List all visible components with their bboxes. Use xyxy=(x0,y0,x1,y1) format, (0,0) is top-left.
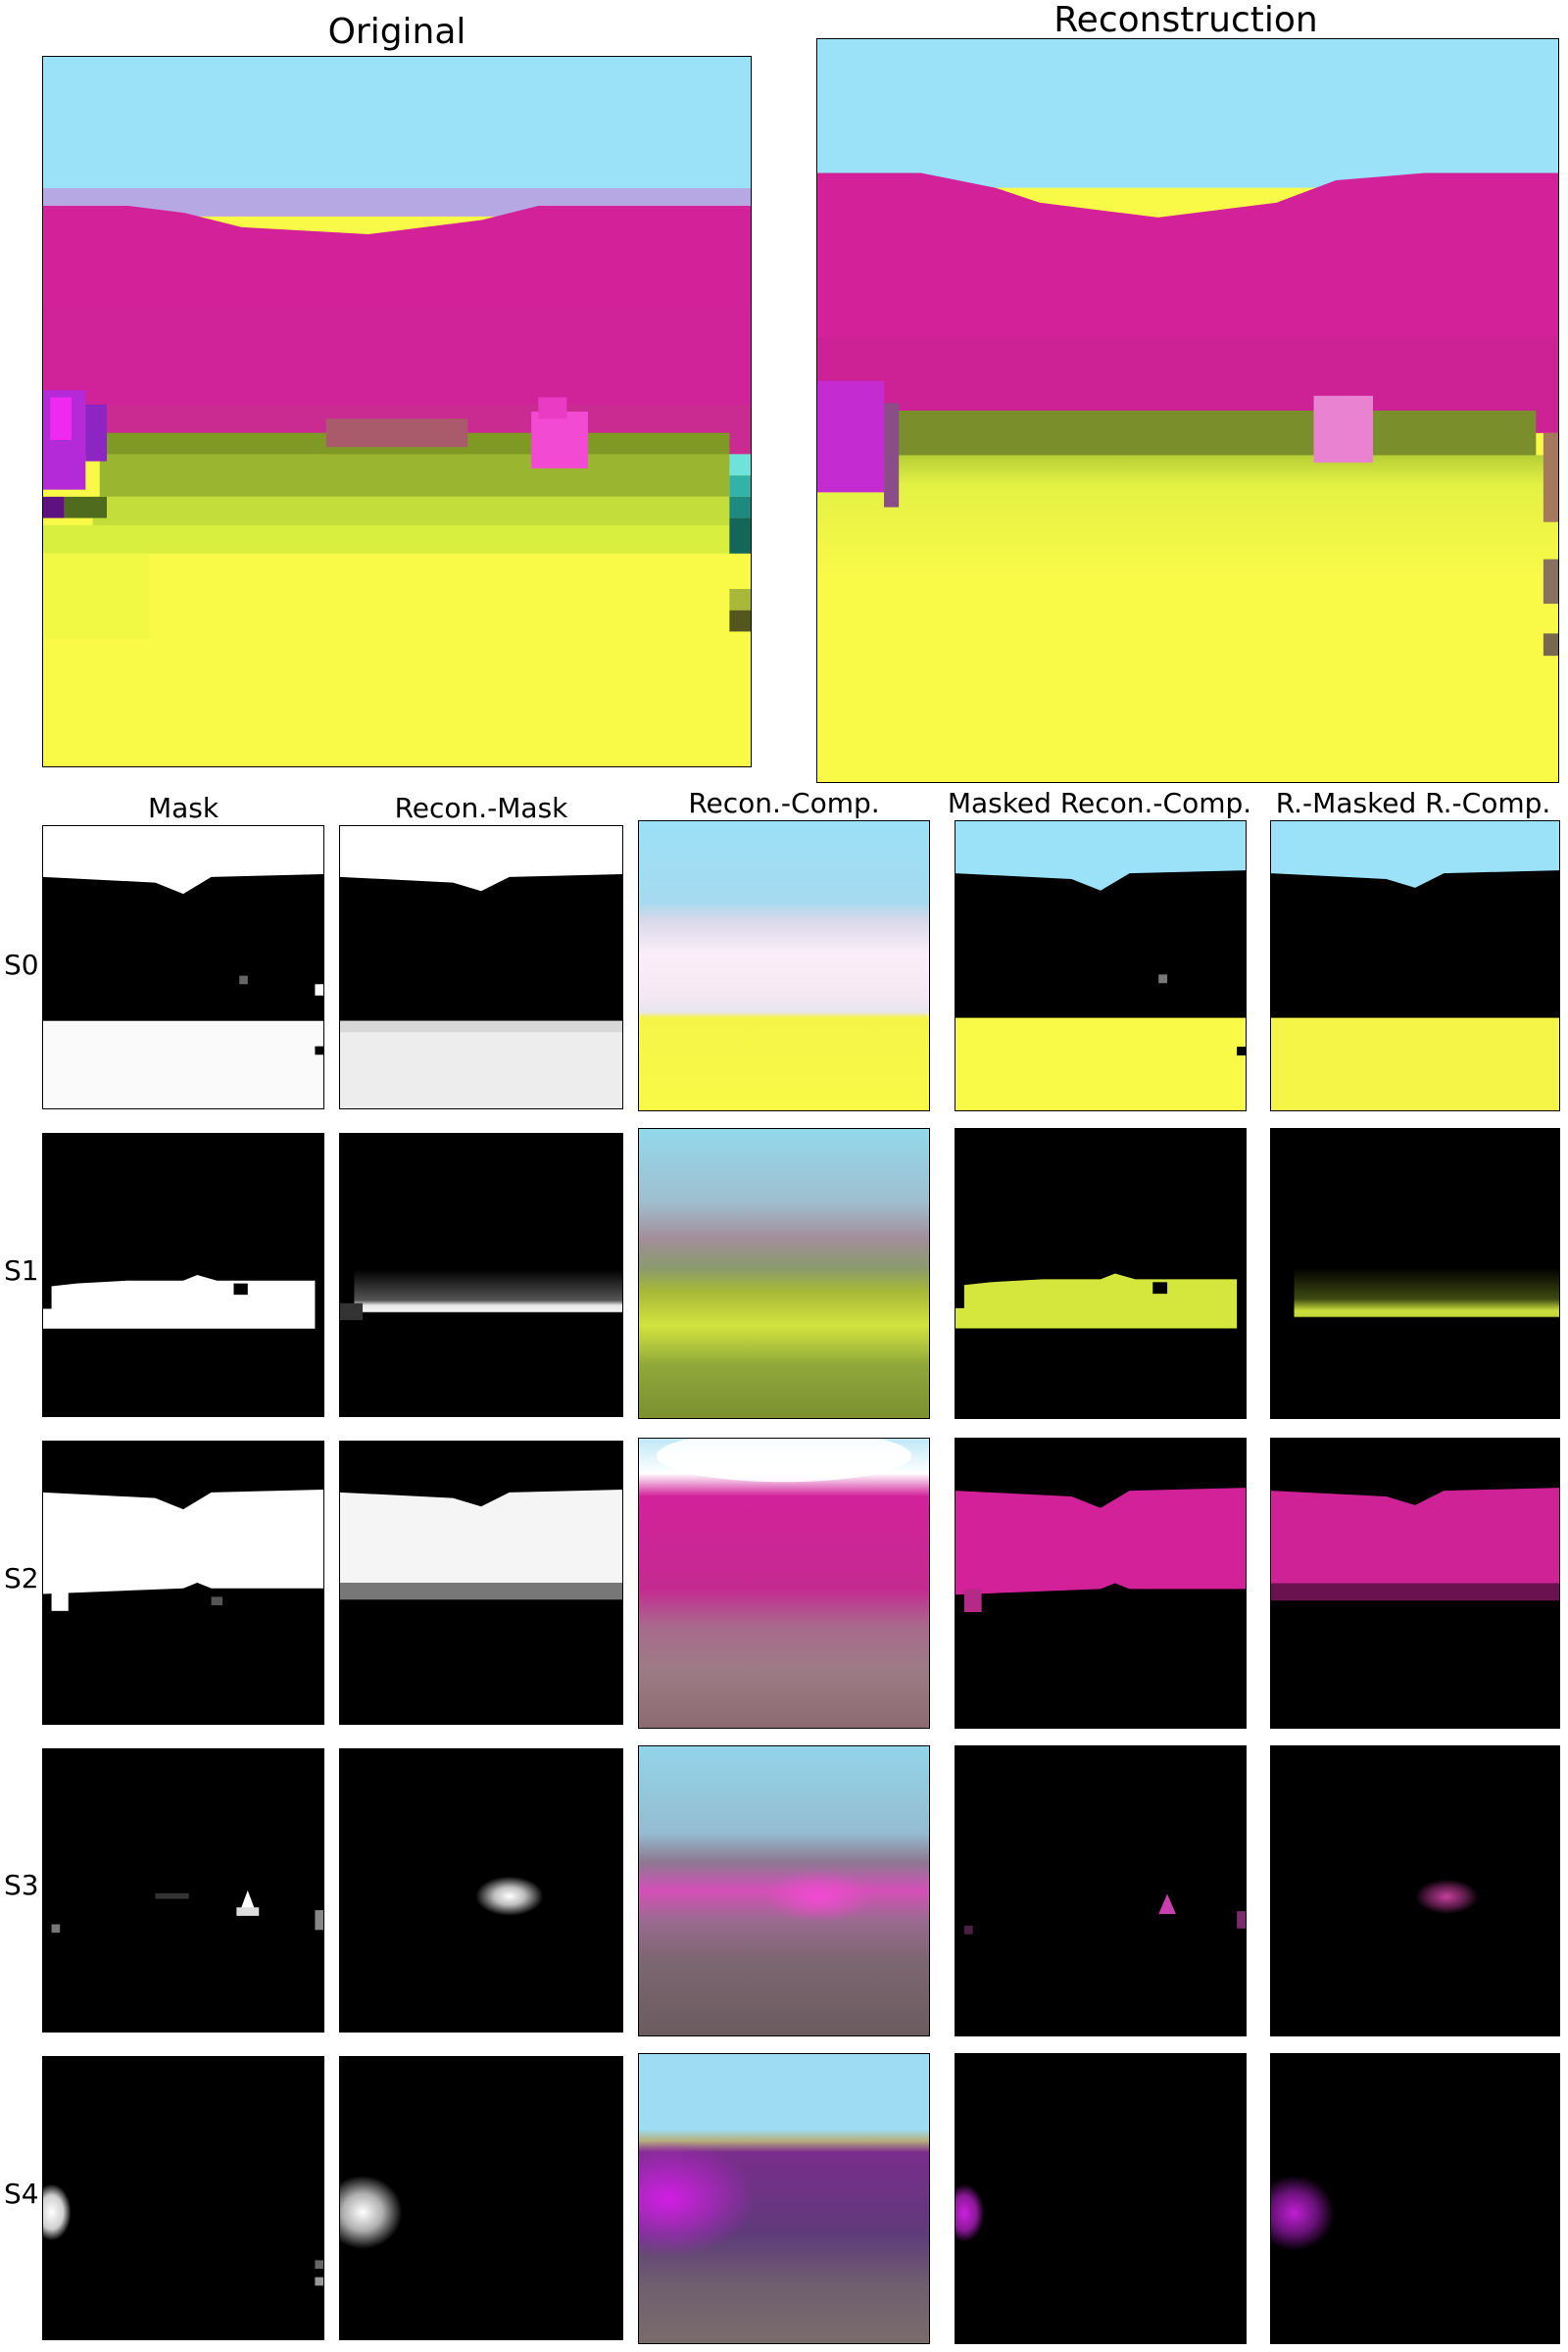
s0-recon-mask xyxy=(339,825,623,1109)
reconstruction-image xyxy=(816,38,1559,783)
s2-masked-recon-comp xyxy=(955,1438,1247,1729)
s0-r-masked-r-comp xyxy=(1270,820,1560,1111)
s1-recon-mask xyxy=(339,1133,623,1417)
s3-r-masked-r-comp xyxy=(1270,1745,1560,2036)
row-label-s3: S3 xyxy=(4,1869,39,1901)
column-title-recon-mask: Recon.-Mask xyxy=(394,792,568,824)
s1-r-masked-r-comp xyxy=(1270,1128,1560,1419)
s2-r-masked-r-comp xyxy=(1270,1438,1560,1729)
row-label-s4: S4 xyxy=(4,2178,39,2210)
s1-recon-comp xyxy=(638,1128,930,1419)
column-title-mask: Mask xyxy=(147,792,220,824)
s0-recon-comp xyxy=(638,820,930,1111)
row-label-s1: S1 xyxy=(4,1254,39,1287)
s3-masked-recon-comp xyxy=(955,1745,1247,2036)
reconstruction-title: Reconstruction xyxy=(1054,0,1318,40)
s2-mask xyxy=(42,1441,324,1725)
s4-masked-recon-comp xyxy=(955,2053,1247,2344)
s3-mask xyxy=(42,1748,324,2033)
s4-recon-comp xyxy=(638,2053,930,2344)
column-title-r-masked-r-comp: R.-Masked R.-Comp. xyxy=(1275,787,1551,819)
s2-recon-mask xyxy=(339,1441,623,1725)
s0-mask xyxy=(42,825,324,1109)
s4-r-masked-r-comp xyxy=(1270,2053,1560,2344)
s4-recon-mask xyxy=(339,2056,623,2340)
s1-masked-recon-comp xyxy=(955,1128,1247,1419)
s0-masked-recon-comp xyxy=(955,820,1247,1111)
s4-mask xyxy=(42,2056,324,2340)
s1-mask xyxy=(42,1133,324,1417)
column-title-recon-comp: Recon.-Comp. xyxy=(688,787,880,819)
row-label-s0: S0 xyxy=(4,949,39,981)
s3-recon-mask xyxy=(339,1748,623,2033)
original-title: Original xyxy=(327,12,466,52)
original-image xyxy=(42,56,752,767)
s2-recon-comp xyxy=(638,1438,930,1729)
column-title-masked-recon-comp: Masked Recon.-Comp. xyxy=(947,787,1252,819)
s3-recon-comp xyxy=(638,1745,930,2036)
row-label-s2: S2 xyxy=(4,1562,39,1594)
